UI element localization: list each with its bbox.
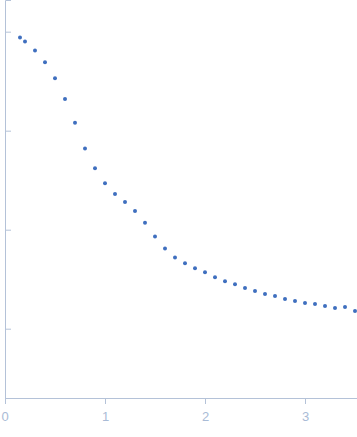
data-point (133, 209, 137, 213)
chart: 0 1 2 3 (0, 0, 357, 437)
y-tick-mark (5, 32, 11, 33)
data-point (293, 299, 297, 303)
x-tick-label: 3 (302, 409, 309, 424)
data-point (163, 247, 167, 251)
x-tick: 3 (302, 398, 309, 424)
x-tick-label: 2 (202, 409, 209, 424)
data-point (63, 97, 67, 101)
data-point (43, 60, 47, 64)
data-point (18, 36, 22, 40)
data-point (223, 279, 227, 283)
data-point (113, 192, 117, 196)
x-tick: 1 (102, 398, 109, 424)
points (18, 36, 357, 313)
data-point (283, 297, 287, 301)
data-point (33, 48, 37, 52)
x-tick-mark (305, 398, 306, 404)
data-point (343, 305, 347, 309)
data-point (193, 266, 197, 270)
data-point (153, 235, 157, 239)
data-point (263, 292, 267, 296)
data-point (53, 76, 57, 80)
x-tick-mark (205, 398, 206, 404)
x-tick-label: 1 (102, 409, 109, 424)
y-tick (5, 131, 11, 132)
data-point (233, 282, 237, 286)
data-point (213, 275, 217, 279)
data-point (173, 255, 177, 259)
data-point (203, 270, 207, 274)
y-tick (5, 32, 11, 33)
x-axis: 0 1 2 3 (2, 398, 357, 424)
data-point (83, 147, 87, 151)
plot: 0 1 2 3 (2, 1, 357, 425)
x-tick: 2 (202, 398, 209, 424)
data-point (273, 294, 277, 298)
data-point (243, 286, 247, 290)
x-tick-label: 0 (2, 409, 9, 424)
y-tick-mark (5, 131, 11, 132)
y-axis (5, 1, 11, 399)
y-tick-mark (5, 329, 11, 330)
data-point (333, 306, 337, 310)
data-point (93, 166, 97, 170)
y-tick (5, 329, 11, 330)
x-tick: 0 (2, 398, 9, 424)
data-point (73, 121, 77, 125)
data-point (143, 221, 147, 225)
data-point (323, 304, 327, 308)
y-tick (5, 230, 11, 231)
y-tick-mark (5, 230, 11, 231)
y-axis-line (6, 1, 12, 399)
data-point (23, 40, 27, 44)
data-point (353, 309, 357, 313)
data-point (253, 289, 257, 293)
data-point (313, 302, 317, 306)
data-point (303, 301, 307, 305)
data-point (123, 200, 127, 204)
data-point (103, 181, 107, 185)
x-tick-mark (105, 398, 106, 404)
data-point (183, 261, 187, 265)
x-axis-line (6, 399, 357, 405)
